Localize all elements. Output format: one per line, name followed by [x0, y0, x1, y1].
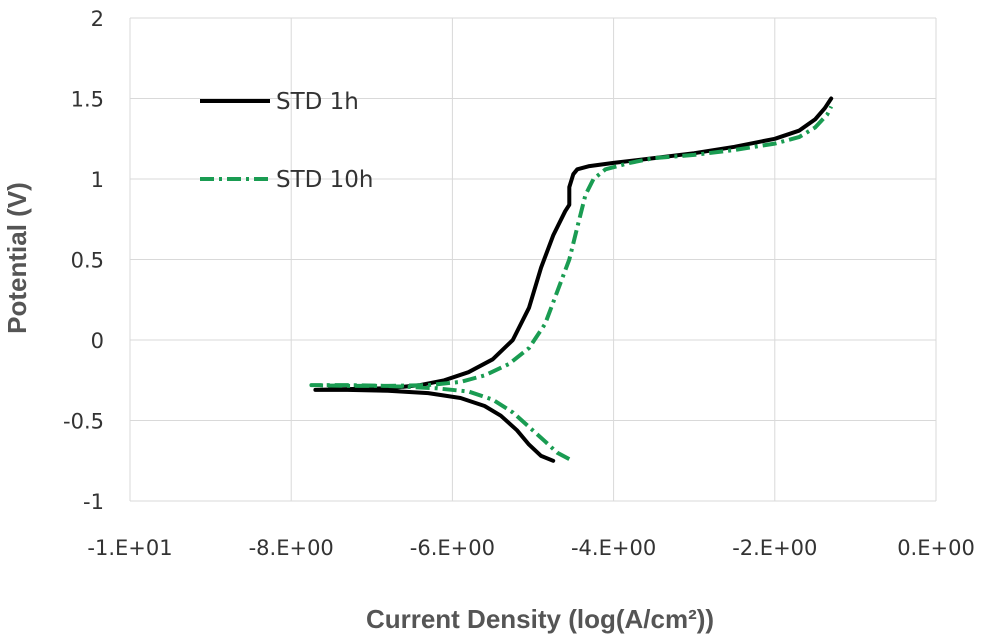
y-tick-label: 0	[91, 329, 104, 353]
y-axis-title: Potential (V)	[2, 182, 32, 334]
x-tick-label: -4.E+00	[571, 536, 656, 560]
legend-label-std-1h: STD 1h	[276, 89, 359, 115]
y-tick-label: 1.5	[71, 88, 104, 112]
x-tick-label: 0.E+00	[897, 536, 975, 560]
series-line-std-1h	[313, 96, 834, 463]
y-tick-label: 2	[91, 7, 104, 31]
x-tick-label: -1.E+01	[87, 536, 172, 560]
series-layer	[309, 96, 834, 463]
x-axis-title: Current Density (log(A/cm²))	[366, 604, 714, 634]
y-tick-label: -1	[83, 490, 104, 514]
legend: STD 1h STD 10h	[200, 89, 374, 193]
x-tick-label: -8.E+00	[249, 536, 334, 560]
x-tick-labels: -1.E+01 -8.E+00 -6.E+00 -4.E+00 -2.E+00 0.E+0…	[87, 536, 974, 560]
series-line-std-10h	[309, 105, 833, 461]
y-tick-label: -0.5	[63, 410, 104, 434]
x-tick-label: -2.E+00	[732, 536, 817, 560]
y-tick-labels: -1 -0.5 0 0.5 1 1.5 2	[63, 7, 104, 514]
y-tick-label: 1	[91, 168, 104, 192]
x-tick-label: -6.E+00	[410, 536, 495, 560]
y-tick-label: 0.5	[71, 249, 104, 273]
legend-label-std-10h: STD 10h	[276, 167, 374, 193]
